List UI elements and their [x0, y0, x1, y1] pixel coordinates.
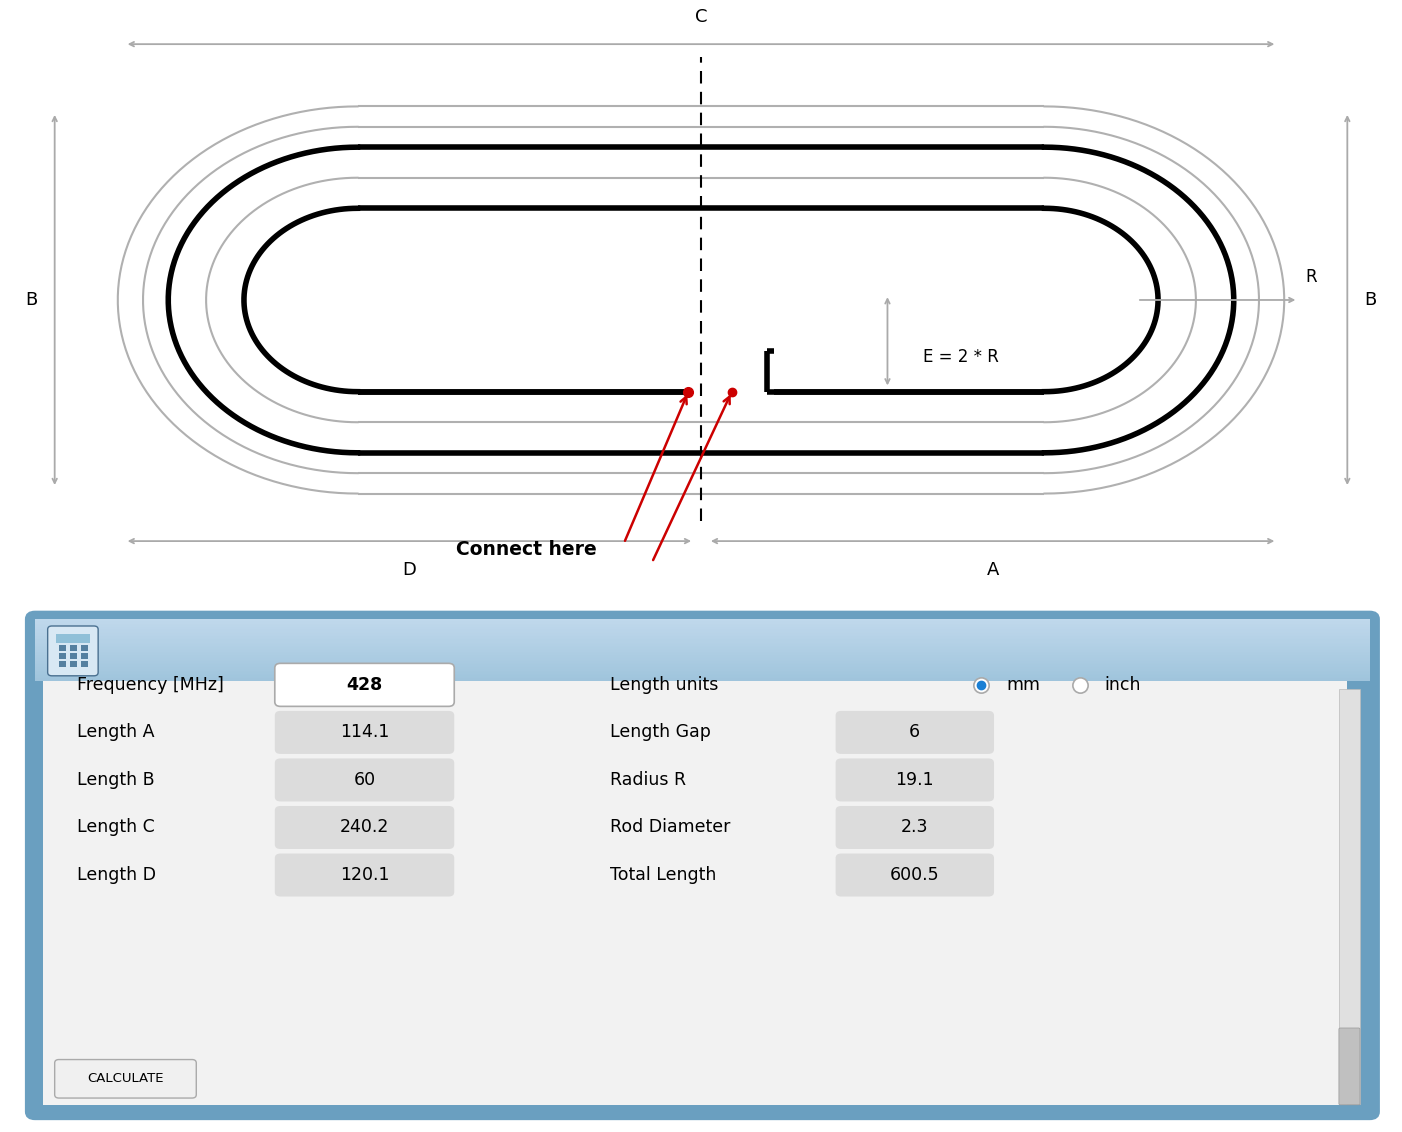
Bar	[59, 653, 66, 659]
Bar	[35, 625, 1370, 627]
Text: C: C	[695, 8, 707, 26]
Bar	[35, 674, 1370, 675]
Bar	[35, 668, 1370, 669]
FancyBboxPatch shape	[1339, 1028, 1360, 1105]
Text: mm: mm	[1007, 676, 1040, 694]
Bar	[35, 640, 1370, 641]
Text: Connect here: Connect here	[456, 540, 596, 558]
FancyBboxPatch shape	[43, 681, 1347, 1105]
Bar	[35, 643, 1370, 644]
Text: 2.3: 2.3	[901, 818, 928, 837]
Bar	[35, 619, 1370, 620]
Text: Length units: Length units	[610, 676, 718, 694]
FancyBboxPatch shape	[27, 612, 1378, 1118]
Text: B: B	[25, 291, 38, 309]
Text: 114.1: 114.1	[339, 723, 390, 741]
Bar	[35, 633, 1370, 635]
Bar	[35, 644, 1370, 645]
Bar	[35, 623, 1370, 624]
Bar	[35, 628, 1370, 631]
Bar	[70, 661, 77, 667]
Bar	[35, 637, 1370, 640]
FancyBboxPatch shape	[275, 758, 454, 801]
Text: 240.2: 240.2	[339, 818, 390, 837]
Text: R: R	[1305, 268, 1316, 286]
Text: Total Length: Total Length	[610, 866, 716, 884]
Bar	[35, 658, 1370, 660]
Bar	[35, 655, 1370, 657]
Text: Length B: Length B	[77, 771, 154, 789]
Bar	[35, 661, 1370, 662]
Bar	[35, 632, 1370, 633]
FancyBboxPatch shape	[836, 758, 994, 801]
Bar	[35, 677, 1370, 678]
Bar	[35, 627, 1370, 628]
Bar	[35, 675, 1370, 677]
Text: 60: 60	[353, 771, 376, 789]
Bar	[35, 670, 1370, 672]
Text: Length A: Length A	[77, 723, 154, 741]
Bar	[35, 635, 1370, 636]
Bar	[35, 652, 1370, 653]
Bar	[35, 653, 1370, 655]
Bar	[35, 660, 1370, 661]
Text: 428: 428	[346, 676, 383, 694]
Bar	[35, 680, 1370, 681]
Text: B: B	[1364, 291, 1377, 309]
Text: Frequency [MHz]: Frequency [MHz]	[77, 676, 224, 694]
Text: Rod Diameter: Rod Diameter	[610, 818, 730, 837]
Bar	[35, 662, 1370, 664]
Text: 6: 6	[910, 723, 920, 741]
Text: 19.1: 19.1	[896, 771, 934, 789]
Text: inch: inch	[1105, 676, 1141, 694]
Bar	[35, 641, 1370, 643]
Bar	[35, 650, 1370, 652]
FancyBboxPatch shape	[275, 854, 454, 897]
Bar	[35, 678, 1370, 680]
Bar	[35, 649, 1370, 650]
Text: CALCULATE: CALCULATE	[87, 1072, 164, 1086]
Bar	[35, 636, 1370, 638]
Bar	[81, 661, 88, 667]
FancyBboxPatch shape	[836, 711, 994, 754]
Bar	[35, 669, 1370, 670]
Text: E = 2 * R: E = 2 * R	[923, 349, 998, 366]
Bar	[35, 672, 1370, 674]
Bar	[1339, 689, 1360, 1104]
FancyBboxPatch shape	[55, 1060, 196, 1098]
FancyBboxPatch shape	[48, 626, 98, 676]
Bar	[59, 645, 66, 651]
Bar	[35, 664, 1370, 666]
Bar	[35, 648, 1370, 649]
Text: Length Gap: Length Gap	[610, 723, 711, 741]
Bar	[70, 653, 77, 659]
Bar	[35, 645, 1370, 648]
Bar	[35, 631, 1370, 632]
Bar	[56, 634, 90, 643]
Bar	[35, 620, 1370, 623]
Bar	[59, 661, 66, 667]
Text: D: D	[402, 561, 416, 580]
FancyBboxPatch shape	[275, 663, 454, 706]
Text: Length C: Length C	[77, 818, 154, 837]
Bar	[35, 657, 1370, 658]
Bar	[81, 653, 88, 659]
Text: Length D: Length D	[77, 866, 156, 884]
FancyBboxPatch shape	[275, 711, 454, 754]
Bar	[70, 645, 77, 651]
Bar	[35, 666, 1370, 668]
Bar	[35, 624, 1370, 625]
Text: 120.1: 120.1	[339, 866, 390, 884]
Text: Radius R: Radius R	[610, 771, 686, 789]
FancyBboxPatch shape	[275, 806, 454, 849]
Text: 600.5: 600.5	[890, 866, 939, 884]
Text: A: A	[987, 561, 998, 580]
Bar	[81, 645, 88, 651]
FancyBboxPatch shape	[836, 806, 994, 849]
FancyBboxPatch shape	[836, 854, 994, 897]
